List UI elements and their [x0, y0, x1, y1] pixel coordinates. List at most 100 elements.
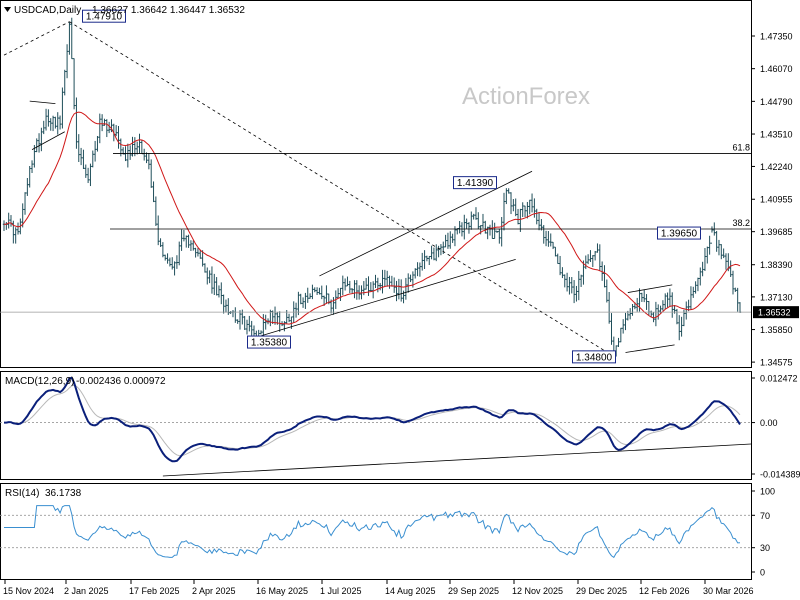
price-bar — [294, 302, 298, 318]
price-bar — [180, 229, 183, 251]
pivot-label: 1.41390 — [453, 176, 497, 190]
price-bar — [528, 199, 531, 215]
downtrend-line — [69, 21, 615, 357]
price-bar — [477, 212, 480, 230]
price-bar — [194, 247, 197, 258]
price-bar — [178, 241, 181, 266]
price-bar — [418, 262, 422, 277]
price-bar — [675, 308, 679, 325]
price-bar — [61, 87, 64, 129]
price-bar — [668, 288, 672, 307]
price-bar — [152, 181, 155, 203]
price-bar — [456, 228, 459, 235]
price-bar — [603, 265, 606, 288]
price-axis-label: 1.34575 — [760, 358, 793, 368]
price-bar — [168, 257, 172, 267]
price-bar — [645, 294, 648, 310]
macd-axis-label: 0.00 — [760, 418, 778, 428]
rsi-axis-label: 0 — [760, 568, 765, 578]
date-axis-label: 29 Sep 2025 — [448, 586, 499, 596]
macd-label: MACD(12,26,9) — [5, 376, 74, 387]
price-bar — [79, 147, 83, 166]
rsi-axis-label: 30 — [760, 543, 770, 553]
pattern-bottom-line — [31, 131, 65, 150]
price-bar — [498, 228, 501, 244]
price-bar — [463, 214, 466, 240]
watermark: ActionForex — [462, 83, 590, 110]
price-bar — [664, 293, 667, 310]
price-bar — [304, 292, 307, 309]
price-bar — [374, 274, 377, 289]
price-bar — [287, 313, 291, 323]
price-axis-label: 1.42240 — [760, 162, 793, 172]
rsi-line — [4, 505, 741, 559]
price-bar — [685, 301, 688, 320]
price-bar — [201, 250, 204, 267]
price-bar — [355, 280, 359, 300]
price-bar — [540, 218, 543, 231]
price-bar — [591, 255, 594, 267]
price-bar — [185, 235, 188, 248]
price-bar — [203, 263, 207, 273]
price-bar — [35, 138, 38, 153]
price-bar — [694, 281, 697, 294]
price-bar — [325, 285, 328, 304]
pivot-label-box — [82, 9, 126, 23]
price-bar — [383, 269, 387, 287]
price-bar — [30, 160, 34, 173]
pivot-label: 1.47910 — [82, 9, 126, 23]
price-bar — [238, 310, 242, 330]
price-bar — [47, 109, 50, 127]
price-bar — [14, 227, 17, 244]
pivot-label-box — [572, 350, 616, 364]
macd-layer — [0, 376, 752, 477]
price-bar — [488, 224, 492, 236]
price-bar — [70, 17, 73, 60]
price-bar — [474, 207, 478, 220]
price-bar — [421, 252, 424, 271]
price-bar — [495, 230, 499, 233]
fib-level-label: 61.8 — [732, 142, 750, 152]
price-bar — [93, 140, 97, 162]
price-bar — [558, 255, 562, 276]
price-bar — [2, 220, 6, 231]
price-bar — [262, 314, 265, 339]
price-bar — [56, 112, 59, 135]
pivot-label-box — [453, 176, 497, 190]
price-bar — [150, 159, 153, 188]
price-bar — [68, 21, 71, 55]
price-bar — [724, 253, 728, 270]
price-bar — [600, 261, 604, 281]
price-bar — [138, 133, 141, 154]
price-bar — [519, 208, 522, 232]
price-bar — [516, 208, 520, 225]
price-bar — [147, 153, 151, 170]
last-price-tag — [753, 306, 799, 319]
price-bar — [175, 255, 179, 269]
price-axis-label: 1.35850 — [760, 325, 793, 335]
price-bar — [135, 141, 139, 155]
price-bar — [297, 291, 300, 316]
price-bar — [318, 287, 321, 295]
dropdown-arrow-icon[interactable] — [4, 7, 11, 12]
price-bar — [643, 289, 646, 303]
price-bar — [315, 287, 319, 295]
macd-line — [3, 376, 741, 463]
price-bar — [49, 118, 52, 131]
price-bar — [631, 303, 634, 316]
price-bar — [414, 268, 417, 279]
price-bar — [593, 251, 597, 261]
price-bar — [217, 285, 221, 298]
price-bar — [561, 267, 564, 279]
date-axis-label: 15 Nov 2024 — [3, 586, 54, 596]
date-axis-label: 16 May 2025 — [256, 586, 308, 596]
price-bar — [544, 230, 548, 247]
price-bar — [86, 167, 90, 184]
price-axis-label: 1.38390 — [760, 260, 793, 270]
price-bar — [607, 291, 611, 324]
pivot-label-box — [657, 226, 701, 240]
pivot-label: 1.39650 — [657, 226, 701, 240]
date-axis-label: 30 Mar 2026 — [703, 586, 754, 596]
price-bar — [465, 218, 468, 229]
price-bar — [42, 120, 45, 135]
